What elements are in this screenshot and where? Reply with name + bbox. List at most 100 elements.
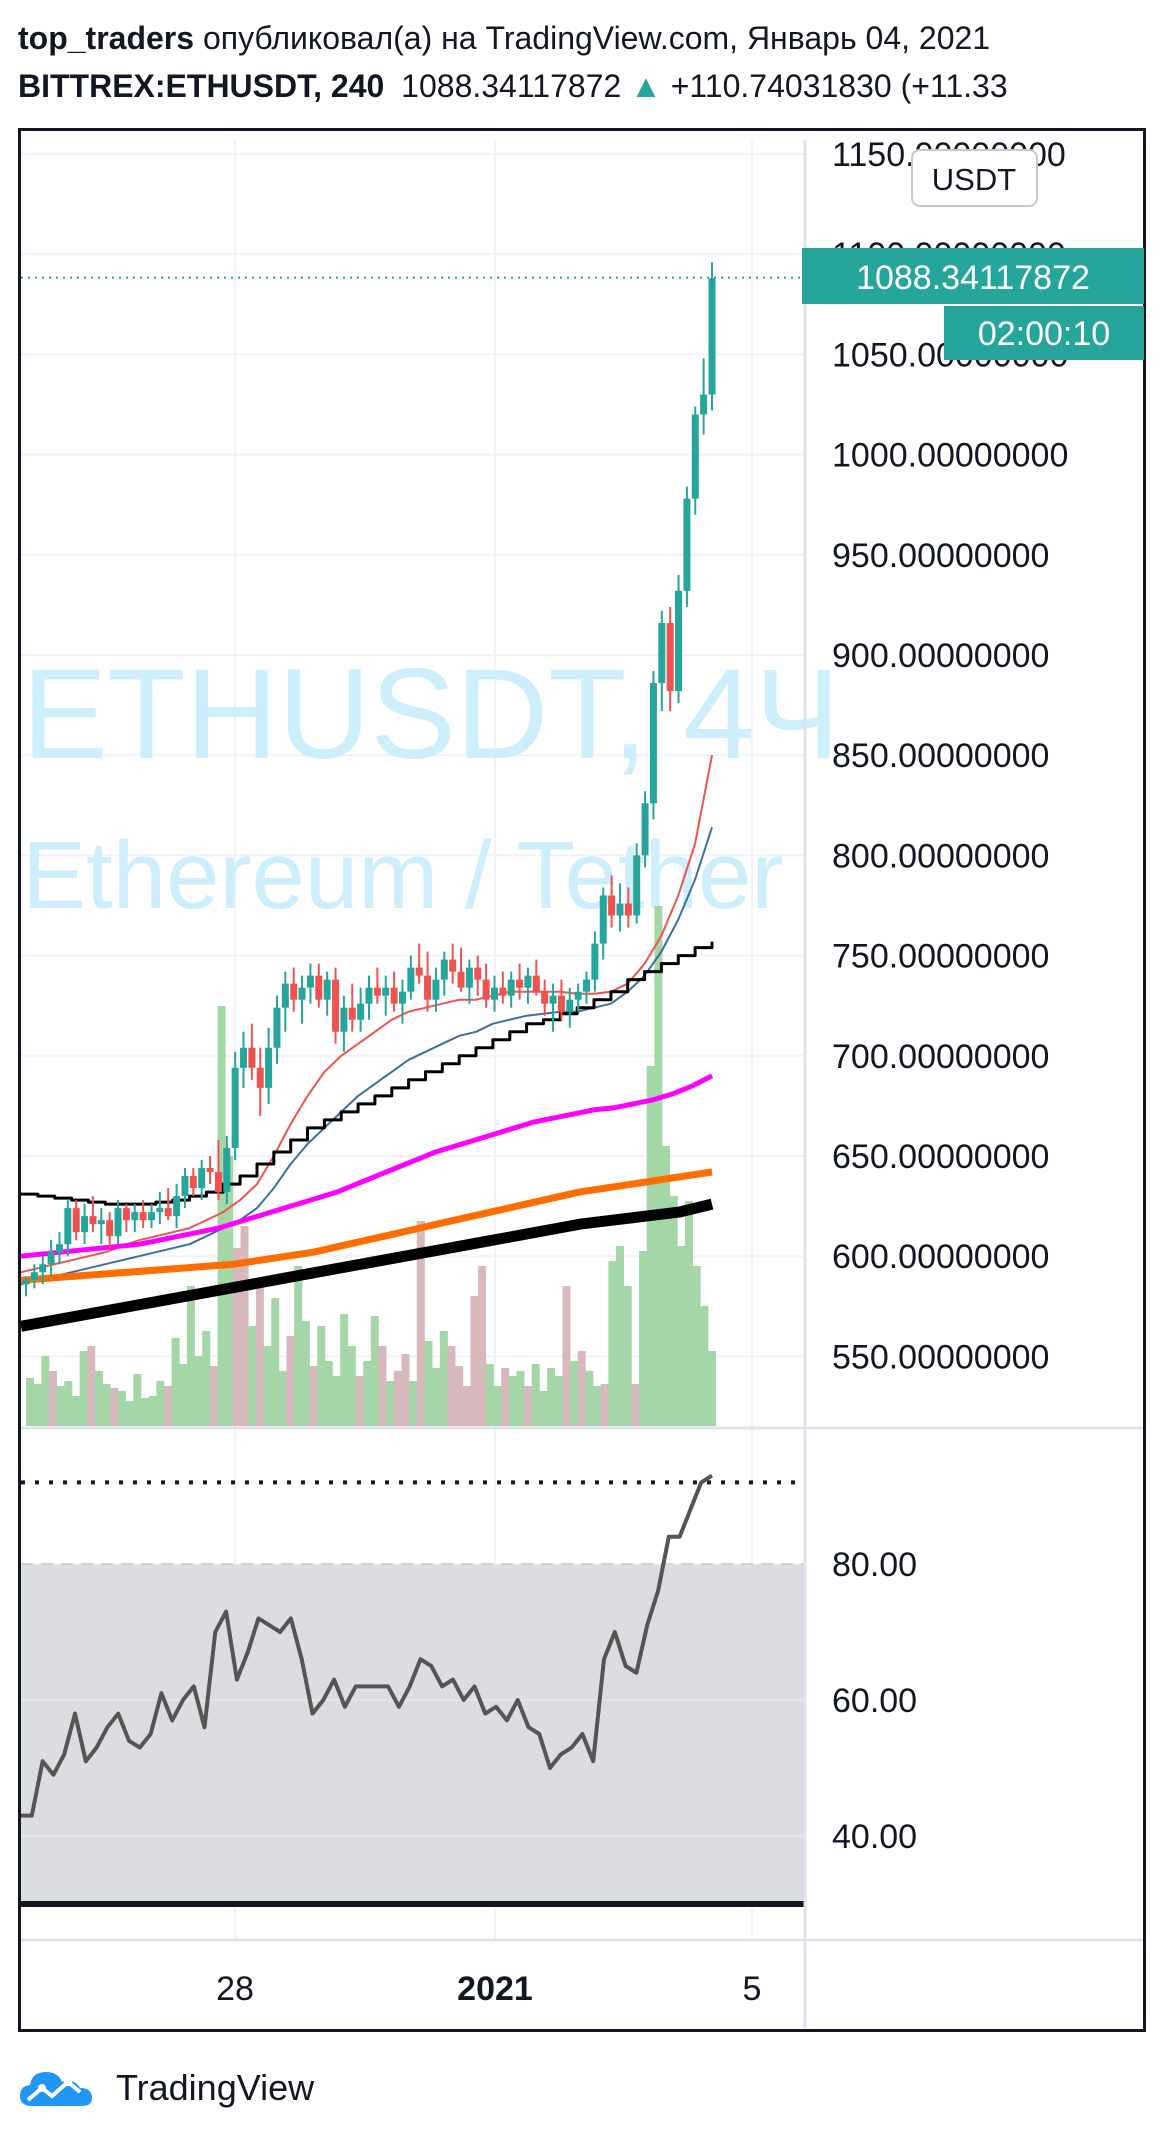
footer-brand[interactable]: TradingView: [18, 2060, 314, 2116]
rsi-tick-label: 60.00: [832, 1682, 917, 1720]
candle-body: [89, 1216, 97, 1225]
candle-body: [541, 991, 549, 1004]
volume-bar: [570, 1361, 579, 1426]
volume-bar: [424, 1341, 433, 1426]
volume-bar: [554, 1376, 563, 1426]
volume-bar: [708, 1351, 716, 1426]
volume-bar: [692, 1266, 701, 1426]
watermark-symbol: ETHUSDT, 4Ч: [22, 643, 840, 786]
price-tick-label: 550.00000000: [832, 1338, 1049, 1376]
last-price-tag: [802, 248, 1144, 304]
candle-body: [440, 959, 448, 980]
candle-body: [700, 394, 708, 415]
volume-bar: [577, 1351, 586, 1426]
volume-bar: [263, 1346, 272, 1426]
volume-bar: [186, 1286, 195, 1426]
volume-bar: [294, 1266, 303, 1426]
volume-bar: [163, 1386, 172, 1426]
price-tick-label: 600.00000000: [832, 1238, 1049, 1276]
candle-body: [298, 987, 306, 1000]
candle-body: [198, 1168, 206, 1189]
volume-bar: [493, 1386, 502, 1426]
volume-bar: [309, 1366, 318, 1426]
volume-bar: [401, 1354, 410, 1426]
volume-bar: [148, 1396, 157, 1426]
candle-body: [482, 979, 490, 1000]
candle-body: [566, 999, 574, 1012]
price-tick-label: 750.00000000: [832, 938, 1049, 976]
candle-body: [658, 622, 666, 684]
rsi-line: [21, 1473, 714, 1818]
candle-body: [557, 995, 565, 1012]
volume-bar: [654, 906, 663, 1426]
volume-bar: [202, 1331, 211, 1426]
volume-bar: [593, 1386, 602, 1426]
candle-body: [122, 1208, 130, 1221]
volume-bar: [179, 1364, 188, 1426]
volume-bar: [524, 1386, 533, 1426]
candle-body: [30, 1272, 38, 1281]
volume-bar: [110, 1388, 119, 1426]
volume-bar: [194, 1356, 203, 1426]
candle-body: [365, 987, 373, 1004]
volume-bar: [26, 1378, 34, 1426]
volume-bar: [585, 1371, 594, 1426]
candles: [22, 262, 716, 1297]
tradingview-logo-icon: [20, 2072, 92, 2106]
candle-body: [240, 1047, 248, 1068]
currency-badge[interactable]: [911, 149, 1038, 207]
candle-body: [616, 903, 624, 916]
candle-body: [574, 991, 582, 1000]
candle-body: [390, 987, 398, 1004]
candle-body: [591, 943, 599, 980]
price-tick-label: 950.00000000: [832, 537, 1049, 575]
candle-body: [549, 995, 557, 1004]
author-name[interactable]: top_traders: [18, 20, 195, 56]
volume-bar: [71, 1396, 80, 1426]
currency-badge-label: USDT: [932, 162, 1016, 197]
candle-body: [583, 979, 591, 992]
candle-body: [457, 971, 465, 988]
price-labels: USDT 1088.34117872 02:00:10: [802, 149, 1144, 360]
countdown-label: 02:00:10: [978, 315, 1110, 353]
price-tick-label: 850.00000000: [832, 737, 1049, 775]
price-tick-label: 700.00000000: [832, 1038, 1049, 1076]
volume-bar: [156, 1381, 165, 1426]
candle-body: [22, 1280, 30, 1285]
volume-bar: [56, 1386, 65, 1426]
candle-body: [231, 1067, 239, 1148]
volume-bar: [669, 1196, 678, 1426]
moving-averages: [20, 755, 714, 1332]
candle-body: [147, 1212, 155, 1221]
watermark: ETHUSDT, 4Ч Ethereum / Tether: [22, 643, 840, 929]
volume-bar: [616, 1246, 625, 1426]
volume-bar: [531, 1364, 540, 1426]
candle-body: [432, 979, 440, 1000]
candle-body: [666, 622, 674, 692]
candle-body: [273, 1007, 281, 1048]
change-up-icon: ▲: [630, 68, 662, 104]
candle-body: [340, 1007, 348, 1032]
volume-bar: [393, 1371, 402, 1426]
volume-bar: [378, 1346, 387, 1426]
volume-bar: [600, 1384, 609, 1426]
symbol-label: BITTREX:ETHUSDT, 240: [18, 68, 385, 104]
volume-bar: [240, 1226, 249, 1426]
candle-body: [691, 414, 699, 499]
rsi-tick-label: 80.00: [832, 1546, 917, 1584]
volume-bar: [462, 1386, 471, 1426]
volume-bar: [662, 1146, 671, 1426]
volume-bar: [324, 1361, 333, 1426]
candle-body: [424, 975, 432, 1000]
candle-body: [306, 975, 314, 988]
price-tick-label: 900.00000000: [832, 637, 1049, 675]
candle-body: [683, 498, 691, 591]
candle-body: [465, 967, 473, 988]
volume-bar: [478, 1266, 487, 1426]
candle-body: [357, 1003, 365, 1020]
volume-bar: [562, 1286, 571, 1426]
candle-body: [173, 1196, 181, 1217]
volume-bar: [171, 1338, 180, 1426]
last-price-label: 1088.34117872: [856, 259, 1090, 297]
